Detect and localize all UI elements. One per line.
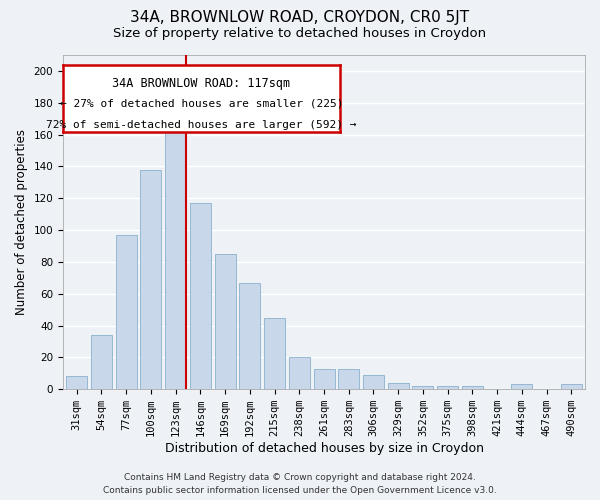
Bar xyxy=(511,384,532,389)
Bar xyxy=(140,170,161,389)
Text: 34A, BROWNLOW ROAD, CROYDON, CR0 5JT: 34A, BROWNLOW ROAD, CROYDON, CR0 5JT xyxy=(130,10,470,25)
Bar xyxy=(462,386,483,389)
Bar xyxy=(190,203,211,389)
Bar xyxy=(561,384,582,389)
Bar xyxy=(289,358,310,389)
Bar xyxy=(239,282,260,389)
Bar xyxy=(264,318,285,389)
Bar xyxy=(66,376,87,389)
X-axis label: Distribution of detached houses by size in Croydon: Distribution of detached houses by size … xyxy=(164,442,484,455)
Bar xyxy=(314,368,335,389)
Text: Contains HM Land Registry data © Crown copyright and database right 2024.
Contai: Contains HM Land Registry data © Crown c… xyxy=(103,473,497,495)
Bar xyxy=(363,375,384,389)
Bar xyxy=(165,126,186,389)
Y-axis label: Number of detached properties: Number of detached properties xyxy=(15,129,28,315)
Text: Size of property relative to detached houses in Croydon: Size of property relative to detached ho… xyxy=(113,28,487,40)
Bar xyxy=(412,386,433,389)
Bar xyxy=(437,386,458,389)
Bar xyxy=(388,383,409,389)
Bar xyxy=(338,368,359,389)
Bar xyxy=(215,254,236,389)
Bar xyxy=(116,235,137,389)
Bar xyxy=(91,335,112,389)
